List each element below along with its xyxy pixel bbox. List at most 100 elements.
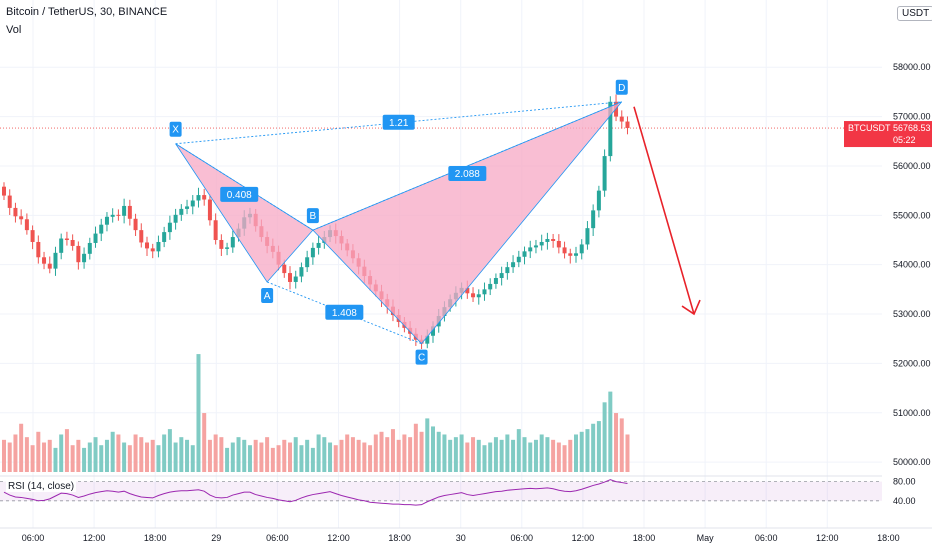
volume-bar bbox=[64, 429, 69, 472]
candle-body bbox=[167, 222, 172, 233]
candle-body bbox=[122, 205, 127, 216]
price-axis-bg bbox=[882, 0, 932, 550]
price-axis[interactable]: 58000.00 57000.00 56000.00 55000.00 54000.00… bbox=[882, 0, 932, 550]
volume-bar bbox=[145, 442, 149, 472]
volume-bar bbox=[339, 439, 344, 472]
volume-bar bbox=[7, 442, 12, 472]
ratio-value: 1.408 bbox=[332, 308, 357, 319]
volume-bar bbox=[431, 426, 435, 472]
candle-body bbox=[556, 240, 561, 248]
volume-bar bbox=[127, 445, 132, 472]
volume-bar bbox=[122, 442, 127, 472]
volume-bar bbox=[533, 439, 538, 472]
volume-bar bbox=[133, 434, 138, 472]
harmonic-pattern[interactable]: X A B C D 0.408 1.408 2.088 1.21 bbox=[169, 79, 628, 365]
candle-body bbox=[7, 195, 12, 208]
ratio-label[interactable]: 2.088 bbox=[448, 165, 487, 181]
volume-bar bbox=[104, 439, 109, 472]
point-badge bbox=[169, 121, 182, 137]
volume-label[interactable]: Vol bbox=[6, 24, 22, 36]
volume-bar bbox=[305, 439, 310, 472]
volume-bar bbox=[385, 437, 390, 472]
time-axis[interactable]: 06:00 12:00 18:00 29 06:00 12:00 18:00 30 06:00 1… bbox=[0, 527, 932, 550]
time-axis-bg bbox=[0, 528, 932, 550]
volume-bar bbox=[545, 437, 550, 472]
volume-bars bbox=[2, 354, 630, 472]
candle-body bbox=[431, 326, 435, 336]
candle-body bbox=[173, 214, 178, 223]
candle-body bbox=[602, 156, 607, 191]
pattern-point-c[interactable]: C bbox=[415, 349, 428, 365]
candle-body bbox=[59, 238, 64, 253]
volume-bar bbox=[505, 434, 510, 472]
candle-body bbox=[196, 195, 201, 201]
symbol-title[interactable]: Bitcoin / TetherUS, 30, BINANCE bbox=[6, 6, 168, 18]
rsi-label[interactable]: RSI (14, close) bbox=[6, 481, 77, 492]
candle-body bbox=[82, 253, 87, 263]
ratio-label[interactable]: 1.21 bbox=[382, 114, 415, 130]
volume-bar bbox=[213, 434, 218, 472]
pattern-point-b[interactable]: B bbox=[306, 208, 319, 224]
candle-body bbox=[47, 263, 52, 269]
volume-bar bbox=[448, 439, 453, 472]
volume-bar bbox=[568, 439, 573, 472]
price-tag-bg bbox=[844, 121, 932, 148]
volume-bar bbox=[276, 445, 281, 472]
candle-body bbox=[116, 214, 121, 216]
volume-bar bbox=[299, 445, 304, 472]
pattern-point-d[interactable]: D bbox=[615, 79, 628, 95]
volume-bar bbox=[36, 431, 41, 472]
candle-body bbox=[585, 228, 590, 245]
volume-bar bbox=[585, 429, 590, 472]
volume-bar bbox=[47, 439, 52, 472]
candle-body bbox=[156, 241, 161, 252]
candle-body bbox=[619, 116, 624, 122]
point-label: X bbox=[172, 125, 179, 136]
candle-body bbox=[539, 241, 544, 246]
price-tick-label: 56000.00 bbox=[893, 161, 931, 171]
candle-body bbox=[562, 247, 567, 254]
volume-bar bbox=[2, 439, 6, 472]
projection-arrow[interactable] bbox=[633, 106, 701, 316]
candle-body bbox=[591, 210, 596, 229]
candle-body bbox=[425, 335, 430, 344]
candle-body bbox=[30, 230, 35, 242]
candle-body bbox=[213, 220, 218, 240]
ratio-value: 1.21 bbox=[389, 118, 409, 129]
candle-body bbox=[471, 293, 476, 298]
volume-bar bbox=[465, 442, 470, 472]
candle-body bbox=[511, 262, 516, 268]
candle-body bbox=[568, 253, 573, 256]
candle-body bbox=[551, 239, 556, 241]
volume-bar bbox=[270, 447, 275, 472]
pattern-point-x[interactable]: X bbox=[169, 121, 182, 137]
ratio-label[interactable]: 0.408 bbox=[220, 186, 259, 202]
pattern-point-a[interactable]: A bbox=[261, 287, 274, 303]
volume-bar bbox=[53, 447, 58, 472]
ratio-label[interactable]: 1.408 bbox=[325, 304, 364, 320]
volume-bar bbox=[116, 434, 121, 472]
time-tick-label: 06:00 bbox=[266, 533, 289, 543]
currency-button[interactable]: USDT bbox=[897, 6, 932, 21]
volume-bar bbox=[596, 421, 601, 472]
volume-bar bbox=[379, 431, 384, 472]
point-label: A bbox=[264, 291, 271, 302]
volume-bar bbox=[499, 439, 504, 472]
candle-body bbox=[522, 251, 527, 257]
volume-bar bbox=[459, 434, 464, 472]
volume-bar bbox=[185, 439, 190, 472]
volume-bar bbox=[556, 442, 561, 472]
volume-bar bbox=[162, 434, 167, 472]
candle-body bbox=[190, 200, 195, 207]
volume-bar bbox=[139, 437, 144, 472]
volume-bar bbox=[408, 437, 413, 472]
volume-bar bbox=[322, 437, 327, 472]
candle-body bbox=[2, 186, 6, 196]
point-badge bbox=[261, 287, 274, 303]
candle-body bbox=[110, 214, 115, 217]
candle-body bbox=[225, 247, 230, 249]
candle-body bbox=[202, 195, 207, 200]
candle-body bbox=[139, 230, 144, 243]
candle-body bbox=[316, 242, 321, 248]
